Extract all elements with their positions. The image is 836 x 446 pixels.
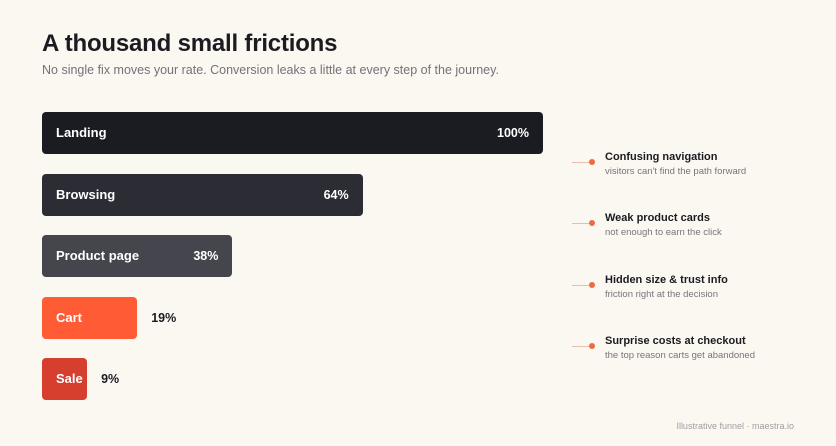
bar-value-label: 64% — [323, 187, 349, 202]
bar-label: Product page — [56, 248, 140, 263]
leak-dot-icon — [589, 159, 595, 165]
leak-subtitle: visitors can't find the path forward — [605, 166, 747, 177]
footer-credit: Illustrative funnel · maestra.io — [676, 421, 794, 431]
bar-label: Landing — [56, 125, 107, 140]
funnel-bar: Landing 100% — [42, 112, 543, 154]
leak-connector — [572, 346, 590, 347]
leak-connector — [572, 162, 590, 163]
leak-dot-icon — [589, 343, 595, 349]
leak-title: Hidden size & trust info — [605, 274, 728, 286]
chart-title: A thousand small frictions — [42, 30, 338, 57]
funnel-bar: Browsing 64% — [42, 173, 363, 216]
funnel-chart: Landing 100% Browsing 64% Product page 38% Car… — [42, 112, 543, 400]
bar-label: Cart — [56, 309, 83, 325]
leak-connector — [572, 285, 590, 286]
leak-dot-icon — [589, 220, 595, 226]
funnel-bar: Product page 38% — [42, 235, 233, 277]
bar-value-label: 100% — [497, 126, 529, 140]
leak-subtitle: friction right at the decision — [605, 289, 719, 300]
leak-title: Weak product cards — [605, 212, 710, 224]
bar-label: Browsing — [56, 186, 116, 202]
leak-title: Confusing navigation — [605, 151, 718, 163]
leak-title: Surprise costs at checkout — [605, 335, 746, 347]
bar-label: Sale — [56, 371, 83, 386]
bar-value-label: 38% — [193, 249, 219, 263]
leak-dot-icon — [589, 282, 595, 288]
leak-subtitle: not enough to earn the click — [605, 227, 722, 238]
bar-value-label: 19% — [151, 310, 177, 325]
funnel-bar: Cart 19% — [42, 296, 176, 339]
chart-subtitle: No single fix moves your rate. Conversio… — [42, 63, 499, 77]
leak-subtitle: the top reason carts get abandoned — [605, 350, 756, 361]
leak-connector — [572, 223, 590, 224]
bar-value-label: 9% — [101, 372, 120, 386]
funnel-bar: Sale 9% — [42, 358, 119, 400]
